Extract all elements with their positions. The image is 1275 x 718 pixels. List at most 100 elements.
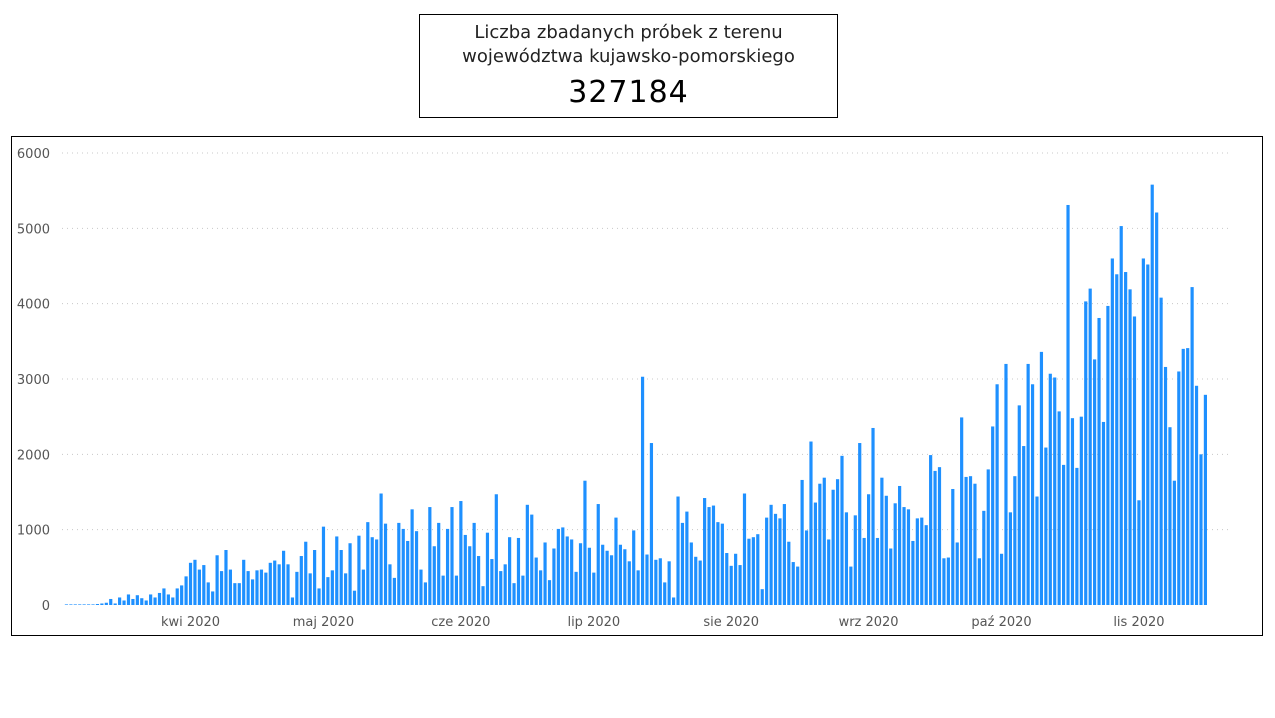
bar xyxy=(1128,289,1132,605)
bar xyxy=(330,570,334,605)
bar xyxy=(578,543,583,605)
bar xyxy=(720,523,724,605)
y-tick-label: 3000 xyxy=(17,373,50,388)
bar xyxy=(667,561,671,605)
bar xyxy=(999,553,1004,605)
bar xyxy=(773,513,778,605)
bar xyxy=(893,503,897,605)
bar xyxy=(698,560,702,605)
bar xyxy=(1093,359,1097,605)
bar xyxy=(1168,427,1172,605)
bar xyxy=(804,530,809,605)
bar xyxy=(636,570,640,605)
bar xyxy=(215,555,219,605)
bar xyxy=(977,558,981,605)
bar xyxy=(672,597,676,605)
bar xyxy=(1101,421,1106,605)
bar xyxy=(605,550,609,605)
bar xyxy=(933,470,937,605)
bar xyxy=(494,494,498,605)
bar xyxy=(734,553,738,605)
bar xyxy=(91,604,95,605)
bar xyxy=(530,514,534,605)
bar xyxy=(432,546,436,605)
y-tick-label: 1000 xyxy=(17,524,50,539)
bar xyxy=(135,595,139,605)
bar xyxy=(344,573,348,605)
bar xyxy=(1186,348,1190,605)
bar xyxy=(539,570,543,605)
bar xyxy=(206,582,210,605)
y-tick-label: 5000 xyxy=(17,222,50,237)
bar xyxy=(290,597,295,605)
bar xyxy=(911,540,915,605)
bar xyxy=(570,539,574,605)
bar xyxy=(352,590,357,605)
bar xyxy=(144,600,148,605)
bar xyxy=(1048,373,1052,605)
bar xyxy=(109,598,113,605)
bar xyxy=(1150,184,1154,605)
bar xyxy=(725,553,729,605)
bar xyxy=(122,600,126,605)
y-tick-label: 4000 xyxy=(17,298,50,313)
bar xyxy=(219,571,224,605)
bar xyxy=(937,467,942,605)
bar xyxy=(224,550,228,605)
bar xyxy=(295,571,299,605)
bar xyxy=(485,532,490,605)
bar xyxy=(180,585,184,605)
bar xyxy=(237,583,241,605)
bar xyxy=(1155,212,1159,605)
x-tick-label: maj 2020 xyxy=(293,615,354,630)
bar xyxy=(1008,512,1012,605)
bar xyxy=(951,488,955,605)
bar xyxy=(193,559,197,605)
bar xyxy=(175,588,179,605)
bar xyxy=(760,589,764,605)
bar xyxy=(898,485,902,605)
y-tick-label: 2000 xyxy=(17,448,50,463)
bar xyxy=(397,522,401,605)
bar xyxy=(1022,446,1026,605)
bar xyxy=(454,575,459,605)
x-tick-label: paź 2020 xyxy=(971,615,1031,630)
bar xyxy=(880,477,884,605)
bar xyxy=(649,443,654,605)
bar xyxy=(82,604,86,605)
bar xyxy=(335,536,339,605)
bar xyxy=(800,479,804,605)
bar xyxy=(73,604,77,605)
bar xyxy=(162,588,166,605)
bar xyxy=(711,505,716,605)
bar xyxy=(915,518,919,605)
bar xyxy=(680,522,685,605)
bar xyxy=(601,544,605,605)
bar xyxy=(729,565,733,605)
bar xyxy=(78,604,82,605)
bar xyxy=(410,509,414,605)
bar xyxy=(250,579,255,605)
bar xyxy=(277,564,281,605)
bar xyxy=(171,597,175,605)
bar xyxy=(596,504,600,605)
bar xyxy=(1132,316,1137,605)
bar xyxy=(1137,500,1141,605)
y-tick-label: 6000 xyxy=(17,147,50,162)
bar xyxy=(1044,447,1048,605)
bar xyxy=(645,554,649,605)
bar xyxy=(609,555,614,605)
bar xyxy=(441,575,445,605)
bar xyxy=(1030,384,1035,605)
x-tick-label: sie 2020 xyxy=(703,615,759,630)
bar xyxy=(477,556,481,605)
bar xyxy=(862,537,866,605)
bar xyxy=(202,565,206,605)
bar xyxy=(658,558,662,605)
bar xyxy=(1088,288,1092,605)
bar xyxy=(982,510,986,605)
bar xyxy=(1075,467,1079,605)
bar xyxy=(875,537,880,605)
bar xyxy=(884,495,888,605)
bar xyxy=(587,547,591,605)
